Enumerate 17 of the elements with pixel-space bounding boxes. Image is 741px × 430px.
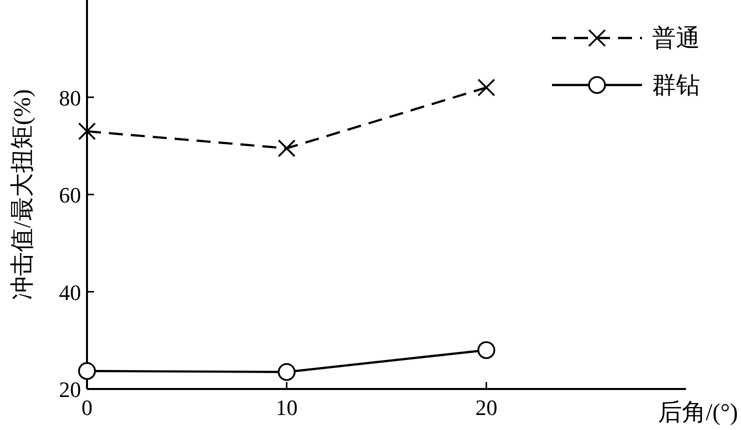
y-tick-label: 40 bbox=[59, 280, 81, 305]
point bbox=[278, 363, 296, 381]
point bbox=[477, 341, 496, 359]
x-tick-label: 0 bbox=[82, 395, 92, 420]
x-axis-title: 后角/(°) bbox=[658, 400, 738, 426]
point bbox=[278, 139, 296, 158]
legend-label: 普通 bbox=[652, 25, 700, 52]
y-tick-label: 60 bbox=[59, 182, 81, 208]
x-tick-label: 10 bbox=[276, 395, 298, 420]
point bbox=[78, 362, 96, 380]
legend-label: 群钻 bbox=[652, 73, 700, 99]
x-tick-label: 20 bbox=[475, 395, 498, 420]
y-axis-title: 冲击值/最大扭矩(%) bbox=[10, 89, 36, 300]
point bbox=[78, 122, 96, 140]
y-tick-label: 20 bbox=[59, 377, 81, 402]
point bbox=[477, 78, 496, 96]
y-tick-label: 80 bbox=[59, 85, 81, 110]
